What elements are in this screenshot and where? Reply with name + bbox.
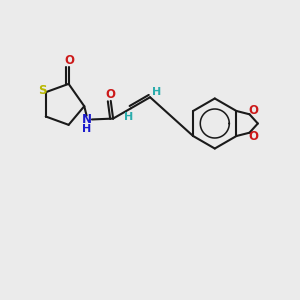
Text: S: S: [39, 84, 47, 97]
Text: O: O: [64, 54, 74, 67]
Text: O: O: [249, 130, 259, 143]
Text: O: O: [105, 88, 115, 101]
Text: N: N: [82, 113, 92, 126]
Text: O: O: [249, 104, 259, 117]
Text: H: H: [82, 124, 91, 134]
Text: H: H: [152, 87, 161, 97]
Text: H: H: [124, 112, 133, 122]
